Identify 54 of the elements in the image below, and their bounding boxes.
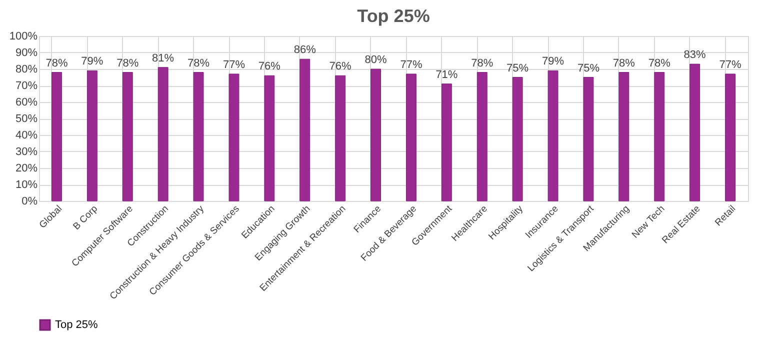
data-label: 76% (329, 60, 352, 73)
data-label: 71% (436, 68, 458, 81)
data-label: 78% (116, 57, 139, 70)
bar (86, 70, 98, 202)
bar (193, 72, 204, 202)
y-tick-label: 20% (15, 162, 38, 174)
bar (583, 77, 594, 202)
data-label: 75% (506, 62, 529, 74)
y-tick-label: 70% (15, 80, 38, 92)
bar (370, 68, 381, 202)
data-label: 78% (612, 57, 636, 70)
data-label: 79% (542, 56, 564, 68)
bar (52, 72, 62, 202)
bar (725, 74, 736, 202)
y-tick-label: 100% (9, 30, 38, 42)
data-label: 78% (471, 57, 494, 70)
data-label: 77% (400, 58, 422, 71)
data-label: 77% (719, 58, 742, 71)
bar (690, 64, 700, 202)
data-label: 75% (577, 62, 600, 74)
bar (264, 75, 275, 202)
data-label: 76% (258, 60, 281, 73)
legend-label: Top 25% (55, 319, 98, 331)
bar (548, 70, 558, 202)
data-label: 78% (648, 57, 671, 70)
bar (654, 72, 665, 202)
y-tick-label: 50% (15, 113, 38, 125)
y-tick-label: 80% (15, 64, 38, 76)
data-label: 78% (46, 57, 68, 70)
bar (618, 72, 630, 202)
bar (228, 74, 240, 202)
y-tick-label: 30% (15, 146, 38, 158)
y-tick-label: 40% (15, 130, 38, 142)
data-label: 86% (294, 44, 316, 56)
bar (512, 77, 523, 202)
y-tick-label: 60% (15, 96, 38, 108)
data-label: 79% (81, 56, 104, 68)
bar (122, 72, 133, 202)
x-tick-label: B Corp (71, 204, 100, 232)
bar (158, 67, 168, 202)
bar (300, 58, 310, 202)
data-label: 83% (684, 49, 706, 62)
chart-title: Top 25% (357, 6, 430, 26)
data-label: 80% (364, 54, 387, 66)
bar (441, 84, 452, 202)
data-label: 77% (222, 58, 246, 71)
bar (476, 72, 488, 202)
data-label: 81% (152, 52, 174, 64)
bar (406, 74, 416, 202)
bar (335, 75, 346, 202)
y-tick-label: 0% (22, 196, 38, 208)
y-tick-label: 10% (15, 179, 38, 191)
data-label: 78% (188, 57, 210, 70)
y-tick-label: 90% (15, 47, 38, 59)
